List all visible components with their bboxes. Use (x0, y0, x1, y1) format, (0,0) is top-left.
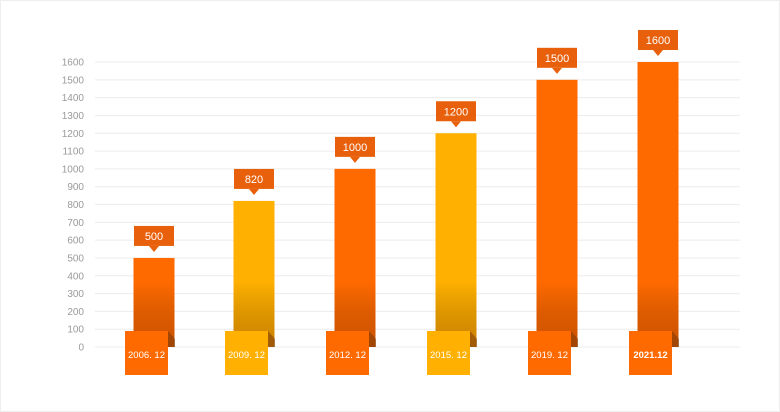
category-tag-fold (168, 331, 175, 347)
value-callout-pointer (350, 156, 360, 163)
y-tick-label: 500 (67, 253, 84, 264)
value-callout-pointer (149, 245, 159, 252)
y-tick-label: 800 (67, 200, 84, 211)
value-callout-pointer (552, 67, 562, 74)
category-tag (125, 331, 168, 375)
y-tick-label: 1300 (62, 111, 85, 122)
category-label: 2006. 12 (128, 350, 165, 361)
category-tag-fold (571, 331, 578, 347)
category-tag-fold (268, 331, 275, 347)
y-tick-label: 1000 (62, 164, 85, 175)
bar-group: 1600 2021.12 (629, 30, 679, 375)
value-label: 1200 (444, 106, 468, 118)
value-callout-pointer (451, 121, 461, 128)
bar-group: 500 2006. 12 (125, 225, 175, 375)
value-callout (134, 225, 174, 246)
category-label: 2009. 12 (228, 350, 265, 361)
category-tag-fold (672, 331, 679, 347)
y-tick-label: 600 (67, 236, 84, 247)
category-tag (427, 331, 470, 375)
y-tick-label: 1200 (62, 129, 85, 140)
value-callout (234, 168, 274, 189)
y-tick-label: 900 (67, 182, 84, 193)
y-tick-label: 1600 (62, 58, 85, 69)
bar-group: 1000 2012. 12 (326, 136, 376, 375)
y-tick-label: 300 (67, 289, 84, 300)
category-tag (629, 331, 672, 375)
value-callout-pointer (653, 50, 663, 56)
y-tick-label: 1400 (62, 93, 85, 104)
category-label: 2021.12 (633, 350, 667, 361)
value-label: 1000 (343, 142, 367, 154)
category-tag (528, 331, 571, 375)
bars: 500 2006. 12 820 2009. 12 1000 2012. 12 1200 20… (125, 30, 679, 375)
value-label: 1500 (545, 53, 569, 65)
category-label: 2012. 12 (329, 350, 366, 361)
bar-group: 820 2009. 12 (225, 168, 275, 375)
y-tick-label: 1100 (62, 147, 84, 158)
value-callout-pointer (249, 188, 259, 195)
value-label: 500 (145, 231, 163, 243)
category-tag (326, 331, 369, 375)
value-callout (638, 30, 678, 50)
category-label: 2019. 12 (531, 350, 568, 361)
category-tag-fold (470, 331, 477, 347)
bar-group: 1200 2015. 12 (427, 101, 477, 375)
value-callout (537, 47, 577, 68)
y-tick-label: 100 (67, 325, 84, 336)
y-axis-ticks: 0 100 200 300 400 500 600 700 800 900 1000 1100 1200… (62, 58, 85, 354)
y-tick-label: 1500 (62, 75, 85, 86)
y-tick-label: 700 (67, 218, 84, 229)
value-label: 1600 (646, 35, 670, 47)
y-tick-label: 200 (67, 307, 84, 318)
value-label: 820 (245, 174, 263, 186)
value-callout (436, 101, 476, 122)
y-tick-label: 0 (78, 343, 84, 354)
value-callout (335, 136, 375, 157)
category-tag (225, 331, 268, 375)
bar-group: 1500 2019. 12 (528, 47, 578, 375)
y-tick-label: 400 (67, 271, 84, 282)
category-tag-fold (369, 331, 376, 347)
category-label: 2015. 12 (430, 350, 467, 361)
